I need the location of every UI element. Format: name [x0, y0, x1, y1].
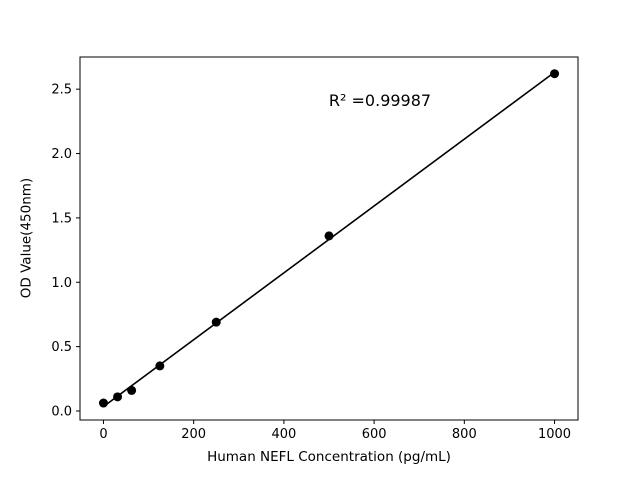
y-axis-label: OD Value(450nm): [18, 177, 35, 299]
y-tick-label: 1.0: [51, 276, 72, 291]
x-tick-label: 0: [99, 427, 107, 442]
data-point: [211, 317, 221, 327]
r-squared-annotation: R² =0.99987: [328, 91, 432, 110]
data-point: [127, 385, 137, 395]
x-tick-label: 600: [362, 427, 387, 442]
y-tick-label: 2.5: [51, 83, 72, 98]
x-tick-label: 800: [452, 427, 477, 442]
x-axis-label: Human NEFL Concentration (pg/mL): [207, 449, 451, 465]
data-point: [550, 69, 560, 79]
x-tick-label: 200: [181, 427, 206, 442]
x-tick-label: 1000: [538, 427, 571, 442]
data-point: [98, 398, 108, 408]
y-tick-label: 1.5: [51, 211, 72, 226]
plot-frame: [79, 56, 579, 421]
y-tick-label: 2.0: [51, 147, 72, 162]
data-point: [324, 231, 334, 241]
x-tick-label: 400: [271, 427, 296, 442]
data-point: [155, 361, 165, 371]
y-tick-label: 0.0: [51, 404, 72, 419]
y-tick-label: 0.5: [51, 340, 72, 355]
data-point: [113, 392, 123, 402]
